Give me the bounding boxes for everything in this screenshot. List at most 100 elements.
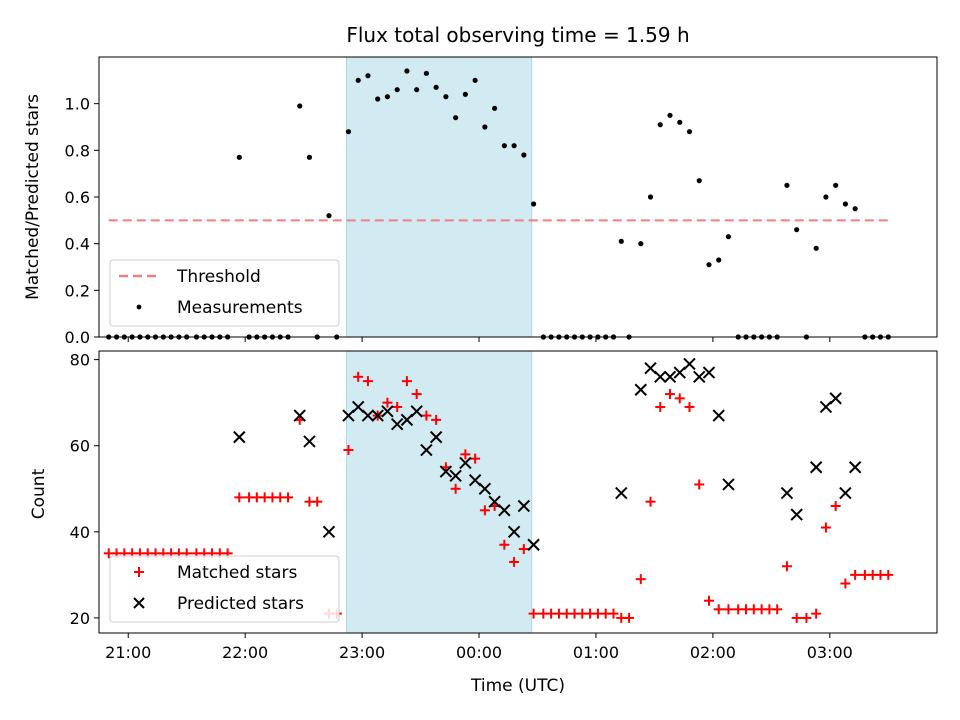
matched-star-point [353,371,364,382]
measurement-point [297,103,303,109]
predicted-star-point [390,417,404,431]
measurement-point [345,129,352,135]
x-tick-label: 22:00 [222,643,268,662]
predicted-star-point [848,461,862,474]
predicted-star-point [702,366,716,379]
legend-predicted-swatch [133,597,145,609]
x-tick-label: 21:00 [105,643,151,662]
y-tick-label: 1.0 [65,95,90,114]
predicted-star-point [468,473,482,487]
predicted-star-point [819,400,833,414]
predicted-star-point [322,525,336,539]
matched-star-point [713,604,724,615]
measurement-point [725,234,732,240]
matched-star-point [518,544,529,555]
matched-star-point [411,389,422,400]
predicted-star-point [693,370,706,384]
predicted-star-point [498,504,511,517]
measurement-point [306,154,313,160]
matched-star-point [781,561,792,572]
matched-star-point [665,389,676,400]
measurement-point [706,262,712,268]
matched-star-point [382,397,393,408]
matched-star-point [401,376,412,387]
matched-star-point [635,574,646,585]
matched-star-point [674,393,685,404]
measurement-point [472,77,478,83]
measurement-point [414,87,420,93]
matched-star-point [811,608,822,619]
measurement-point [375,96,381,102]
predicted-star-point [517,499,531,513]
matched-star-point [528,608,539,619]
y-tick-label: 80 [70,351,90,370]
top-legend-box [109,259,340,327]
measurement-point [462,91,468,97]
matched-star-point [312,496,323,507]
measurement-point [852,206,858,212]
matched-star-point [283,492,294,503]
matched-star-point [234,492,245,503]
predicted-star-point [722,478,735,491]
y-tick-label: 20 [70,609,90,628]
predicted-star-point [233,430,246,444]
predicted-star-point [351,400,365,414]
legend-measurements-label: Measurements [177,298,303,318]
predicted-star-point [683,357,696,371]
y-tick-label: 0.2 [65,281,90,300]
bottom-legend-box [109,555,340,623]
matched-star-point [431,414,442,425]
matched-star-point [801,612,812,623]
x-tick-label: 01:00 [573,643,619,662]
measurement-point [394,87,400,93]
matched-star-point [450,483,461,494]
matched-star-point [883,569,894,580]
top-panel: 0.0 0.2 0.4 0.6 0.8 1.0 Matched/Predicted sta… [23,56,938,347]
matched-star-point [460,449,471,460]
predicted-star-point [410,405,423,418]
predicted-star-point [644,362,657,375]
matched-star-point [850,569,861,580]
measurement-point [794,227,800,233]
predicted-star-point [303,435,316,448]
matched-star-point [684,401,695,412]
bottom-y-axis-label: Count [29,468,49,519]
matched-star-point [362,376,373,387]
measurement-point [433,84,439,90]
y-tick-label: 0.8 [65,141,90,160]
matched-star-point [655,401,666,412]
predicted-star-point [780,486,794,500]
matched-star-point [694,479,705,490]
matched-star-point [624,612,635,623]
predicted-star-point [400,413,414,427]
predicted-star-point [663,370,677,384]
predicted-star-point [634,383,647,396]
x-tick-label: 00:00 [456,643,502,662]
matched-star-point [608,608,619,619]
measurement-point [842,201,849,207]
legend-measurements-swatch [136,304,142,310]
predicted-star-point [809,461,823,474]
matched-star-point [772,604,783,615]
predicted-star-point [615,486,628,500]
matched-star-point [470,453,481,464]
measurement-point [236,154,242,160]
predicted-star-point [449,469,462,483]
measurement-point [365,73,371,79]
measurement-point [686,129,693,135]
measurement-point [404,68,410,74]
measurement-point [638,241,644,247]
matched-star-point [840,578,851,589]
predicted-star-point [381,405,394,418]
x-tick-label: 02:00 [690,643,736,662]
predicted-star-point [361,409,375,422]
predicted-star-point [839,486,852,500]
measurement-point [521,152,527,158]
measurement-point [813,245,819,251]
matched-star-point [479,505,490,516]
predicted-star-point [829,392,842,405]
measurement-point [501,143,507,149]
y-tick-label: 60 [70,437,90,456]
x-axis-label: Time (UTC) [470,676,565,696]
